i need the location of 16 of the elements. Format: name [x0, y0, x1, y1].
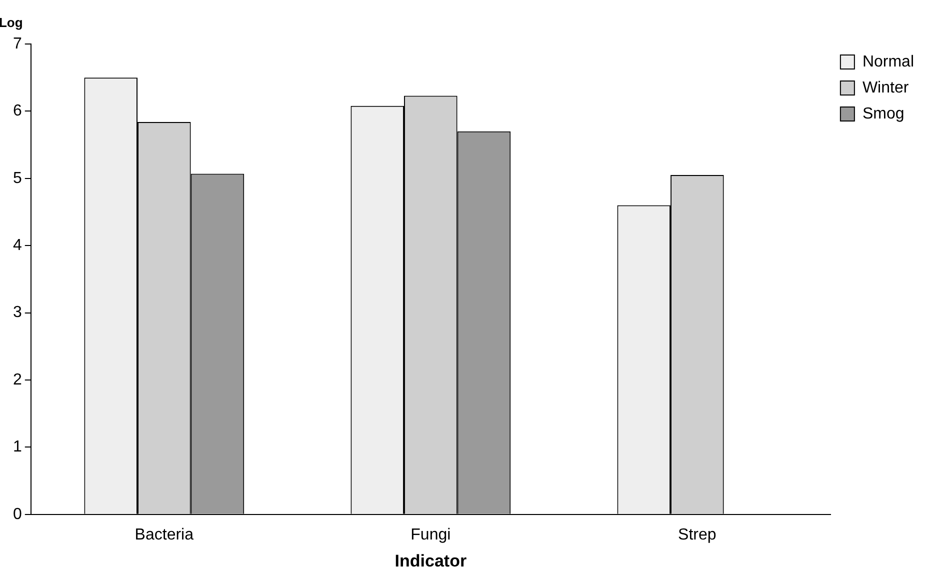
legend-label: Smog	[862, 105, 904, 122]
legend-label: Winter	[862, 79, 910, 96]
y-tick-label: 5	[12, 170, 22, 187]
y-tick-label: 7	[12, 35, 22, 52]
x-tick-label: Fungi	[410, 526, 451, 544]
x-tick-label: Strep	[678, 526, 716, 544]
x-axis-title: Indicator	[394, 551, 467, 570]
y-tick-label: 3	[12, 304, 22, 322]
legend-label: Normal	[862, 53, 914, 70]
y-tick-label: 6	[12, 102, 22, 120]
y-axis-title: Log	[0, 15, 23, 30]
y-tick-label: 0	[12, 506, 22, 523]
y-tick-label: 2	[12, 371, 22, 388]
y-tick-label: 4	[12, 237, 22, 254]
x-tick-label: Bacteria	[134, 526, 194, 544]
y-tick-label: 1	[12, 438, 22, 456]
